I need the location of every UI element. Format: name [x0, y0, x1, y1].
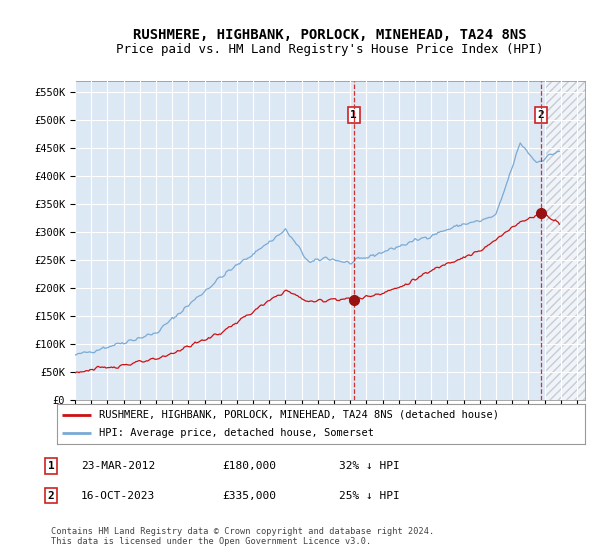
Text: 23-MAR-2012: 23-MAR-2012 [81, 461, 155, 471]
Text: RUSHMERE, HIGHBANK, PORLOCK, MINEHEAD, TA24 8NS: RUSHMERE, HIGHBANK, PORLOCK, MINEHEAD, T… [133, 28, 527, 42]
Text: Price paid vs. HM Land Registry's House Price Index (HPI): Price paid vs. HM Land Registry's House … [116, 43, 544, 56]
Text: £335,000: £335,000 [222, 491, 276, 501]
Text: 2: 2 [538, 110, 544, 120]
Text: 32% ↓ HPI: 32% ↓ HPI [339, 461, 400, 471]
Text: 1: 1 [350, 110, 357, 120]
Text: HPI: Average price, detached house, Somerset: HPI: Average price, detached house, Some… [99, 428, 374, 438]
Bar [545, 81, 585, 400]
Text: 25% ↓ HPI: 25% ↓ HPI [339, 491, 400, 501]
Text: RUSHMERE, HIGHBANK, PORLOCK, MINEHEAD, TA24 8NS (detached house): RUSHMERE, HIGHBANK, PORLOCK, MINEHEAD, T… [99, 410, 499, 420]
Text: 2: 2 [47, 491, 55, 501]
Text: £180,000: £180,000 [222, 461, 276, 471]
Text: 1: 1 [47, 461, 55, 471]
Text: Contains HM Land Registry data © Crown copyright and database right 2024.
This d: Contains HM Land Registry data © Crown c… [51, 527, 434, 546]
Text: 16-OCT-2023: 16-OCT-2023 [81, 491, 155, 501]
